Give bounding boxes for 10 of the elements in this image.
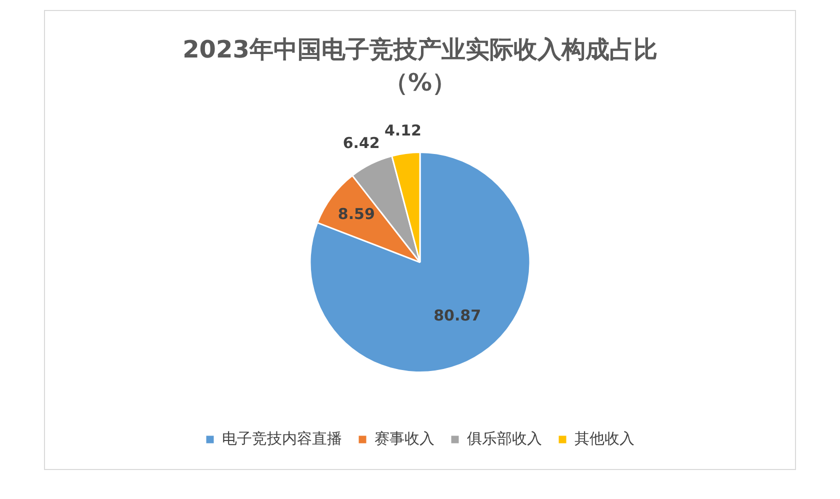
chart-title: 2023年中国电子竞技产业实际收入构成占比 [182, 36, 658, 64]
legend-label: 赛事收入 [374, 429, 434, 448]
legend-label: 电子竞技内容直播 [222, 429, 342, 448]
legend-label: 俱乐部收入 [467, 429, 542, 448]
data-label: 8.59 [338, 204, 375, 223]
data-label: 6.42 [342, 134, 380, 152]
legend-label: 其他收入 [574, 429, 634, 448]
chart-subtitle: （%） [384, 68, 456, 96]
data-label: 80.87 [434, 306, 482, 325]
data-label: 4.12 [384, 121, 422, 140]
